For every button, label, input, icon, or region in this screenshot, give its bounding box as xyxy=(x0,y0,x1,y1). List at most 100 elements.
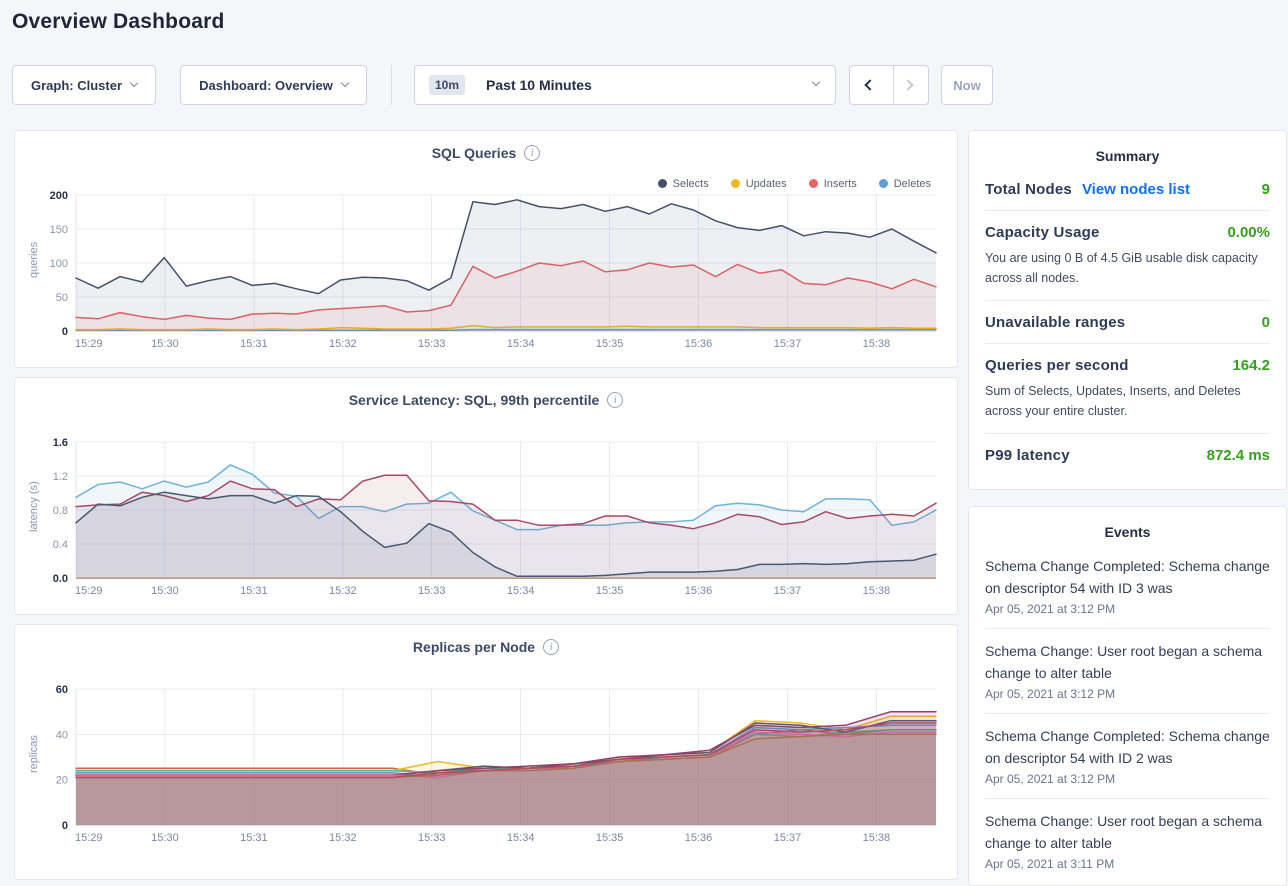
summary-row-label: Queries per second xyxy=(985,357,1129,374)
chart-title-text: SQL Queries xyxy=(431,145,517,161)
time-step-buttons xyxy=(849,65,929,105)
dashboard-dropdown-label: Dashboard: Overview xyxy=(199,77,333,93)
summary-title: Summary xyxy=(1095,148,1160,164)
svg-text:15:29: 15:29 xyxy=(75,832,103,844)
svg-text:50: 50 xyxy=(56,292,68,304)
legend-color-dot xyxy=(730,179,740,188)
svg-text:15:32: 15:32 xyxy=(329,585,357,597)
now-button[interactable]: Now xyxy=(941,65,993,105)
chart-title-text: Replicas per Node xyxy=(412,639,536,655)
chevron-left-icon xyxy=(864,79,876,91)
info-icon[interactable]: i xyxy=(524,145,541,161)
legend-label: Deletes xyxy=(893,178,931,190)
svg-text:0.0: 0.0 xyxy=(53,573,68,585)
svg-text:15:36: 15:36 xyxy=(685,585,713,597)
summary-row-header: Queries per second 164.2 xyxy=(985,357,1270,374)
summary-row-value: 9 xyxy=(1261,181,1270,198)
svg-text:15:33: 15:33 xyxy=(418,832,446,844)
svg-text:1.6: 1.6 xyxy=(53,437,68,449)
summary-row-description: You are using 0 B of 4.5 GiB usable disk… xyxy=(985,251,1258,285)
info-icon[interactable]: i xyxy=(607,392,624,408)
legend-label: Selects xyxy=(672,178,709,190)
svg-text:0: 0 xyxy=(62,326,68,338)
svg-text:15:38: 15:38 xyxy=(863,585,891,597)
dashboard-dropdown[interactable]: Dashboard: Overview xyxy=(180,65,367,105)
svg-text:40: 40 xyxy=(56,729,68,741)
event-items: Schema Change Completed: Schema change o… xyxy=(969,544,1286,883)
summary-row-label: Total Nodes xyxy=(985,181,1072,198)
graph-dropdown-label: Graph: Cluster xyxy=(30,77,122,93)
svg-text:0.8: 0.8 xyxy=(53,505,68,517)
previous-time-window-button[interactable] xyxy=(850,66,884,104)
event-timestamp: Apr 05, 2021 at 3:12 PM xyxy=(985,602,1116,616)
svg-text:15:36: 15:36 xyxy=(685,338,713,350)
event-message: Schema Change Completed: Schema change o… xyxy=(985,728,1270,766)
summary-row-value: 164.2 xyxy=(1232,357,1270,374)
chart-title-text: Service Latency: SQL, 99th percentile xyxy=(348,392,600,408)
sql-queries-chart[interactable]: 200 150 100 50 0 15:29 15:30 15:31 15:32 15:33 15:… xyxy=(15,187,959,359)
svg-text:0: 0 xyxy=(62,820,68,832)
summary-row-header: Capacity Usage 0.00% xyxy=(985,224,1270,241)
summary-row-header: P99 latency 872.4 ms xyxy=(985,447,1270,464)
svg-text:15:31: 15:31 xyxy=(240,585,268,597)
graph-dropdown[interactable]: Graph: Cluster xyxy=(12,65,156,105)
replicas-per-node-chart[interactable]: 60 40 20 0 15:29 15:30 15:31 15:32 15:33 15:34 15:… xyxy=(15,681,959,853)
summary-panel: Summary Total Nodes View nodes list 9 Capac… xyxy=(968,130,1287,490)
next-time-window-button[interactable] xyxy=(893,66,928,104)
event-message: Schema Change: User root began a schema … xyxy=(985,643,1263,681)
svg-text:20: 20 xyxy=(56,775,68,787)
svg-text:15:35: 15:35 xyxy=(596,832,624,844)
service-latency-chart[interactable]: 1.6 1.2 0.8 0.4 0.0 15:29 15:30 15:31 15:32 15:33… xyxy=(15,434,959,606)
event-message: Schema Change Completed: Schema change o… xyxy=(985,558,1270,596)
time-range-selector[interactable]: 10m Past 10 Minutes xyxy=(414,65,836,105)
summary-row: Total Nodes View nodes list 9 xyxy=(985,168,1270,211)
events-title: Events xyxy=(1104,524,1151,540)
svg-text:15:31: 15:31 xyxy=(240,832,268,844)
legend-item: Selects xyxy=(657,178,709,190)
legend-item: Inserts xyxy=(808,178,857,190)
summary-row-label: Unavailable ranges xyxy=(985,314,1126,331)
svg-text:15:32: 15:32 xyxy=(329,832,357,844)
svg-text:15:30: 15:30 xyxy=(151,832,179,844)
svg-text:15:33: 15:33 xyxy=(418,338,446,350)
sql-queries-panel: SQL Queries i Selects Updates Inserts Delet… xyxy=(14,130,958,368)
event-item: Schema Change: User root began a schema … xyxy=(985,798,1270,883)
legend-color-dot xyxy=(878,179,888,188)
chart-title: Service Latency: SQL, 99th percentile i xyxy=(15,392,957,408)
legend-item: Deletes xyxy=(878,178,931,190)
chart-title: SQL Queries i xyxy=(15,145,957,161)
svg-text:15:35: 15:35 xyxy=(596,338,624,350)
view-nodes-list-link[interactable]: View nodes list xyxy=(1081,181,1191,198)
summary-row-value: 0.00% xyxy=(1227,224,1270,241)
summary-row-header: Unavailable ranges 0 xyxy=(985,314,1270,331)
svg-text:15:37: 15:37 xyxy=(774,832,802,844)
summary-rows: Total Nodes View nodes list 9 Capacity Usag… xyxy=(969,168,1286,476)
event-item: Schema Change Completed: Schema change o… xyxy=(985,544,1270,628)
svg-text:15:29: 15:29 xyxy=(75,338,103,350)
chevron-down-icon xyxy=(340,78,350,88)
svg-text:15:34: 15:34 xyxy=(507,832,535,844)
svg-text:15:37: 15:37 xyxy=(774,585,802,597)
event-timestamp: Apr 05, 2021 at 3:12 PM xyxy=(985,772,1116,786)
info-icon[interactable]: i xyxy=(543,639,560,655)
svg-text:15:33: 15:33 xyxy=(418,585,446,597)
svg-text:15:29: 15:29 xyxy=(75,585,103,597)
summary-row-label: P99 latency xyxy=(985,447,1070,464)
service-latency-panel: Service Latency: SQL, 99th percentile i … xyxy=(14,377,958,615)
legend-item: Updates xyxy=(730,178,787,190)
event-timestamp: Apr 05, 2021 at 3:12 PM xyxy=(985,687,1116,701)
legend-color-dot xyxy=(808,179,818,188)
svg-text:15:37: 15:37 xyxy=(774,338,802,350)
event-item: Schema Change Completed: Schema change o… xyxy=(985,713,1270,798)
summary-row: P99 latency 872.4 ms xyxy=(985,434,1270,476)
svg-text:200: 200 xyxy=(50,190,68,202)
event-message: Schema Change: User root began a schema … xyxy=(985,813,1263,851)
chart-title: Replicas per Node i xyxy=(15,639,957,655)
svg-text:15:30: 15:30 xyxy=(151,338,179,350)
event-item: Schema Change: User root began a schema … xyxy=(985,628,1270,713)
page-title: Overview Dashboard xyxy=(12,10,225,33)
svg-text:15:30: 15:30 xyxy=(151,585,179,597)
time-range-badge: 10m xyxy=(429,75,466,95)
replicas-per-node-panel: Replicas per Node i replicas 60 40 20 0 15:2… xyxy=(14,624,958,880)
summary-row: Capacity Usage 0.00% You are using 0 B of … xyxy=(985,211,1270,301)
